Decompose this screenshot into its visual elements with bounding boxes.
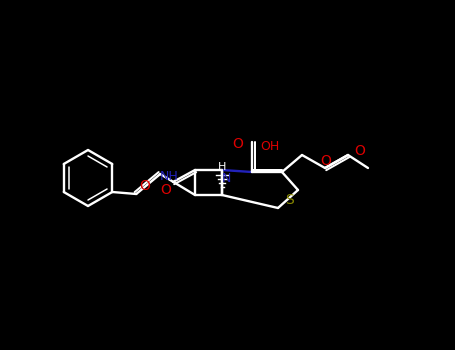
Text: S: S — [286, 193, 294, 207]
Text: H: H — [218, 162, 226, 172]
Text: O: O — [233, 137, 243, 151]
Text: O: O — [354, 144, 365, 158]
Text: O: O — [161, 183, 172, 197]
Text: OH: OH — [260, 140, 280, 153]
Text: NH: NH — [160, 169, 178, 182]
Text: N: N — [221, 172, 231, 184]
Text: O: O — [139, 179, 150, 193]
Text: O: O — [321, 154, 331, 168]
